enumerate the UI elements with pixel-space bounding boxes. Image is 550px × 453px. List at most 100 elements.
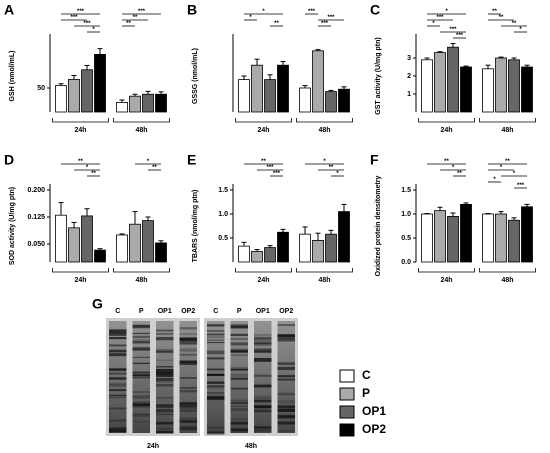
blot-band <box>254 398 272 401</box>
significance-label: ** <box>444 159 449 165</box>
blot-band <box>156 349 174 352</box>
blot-band <box>132 356 150 358</box>
blot-band <box>277 430 295 432</box>
blot-band <box>156 377 174 382</box>
bar <box>508 59 520 113</box>
blot-band <box>254 342 272 346</box>
blot-band <box>254 428 272 432</box>
blot-band <box>109 396 127 399</box>
blot-band <box>277 336 295 339</box>
bar <box>129 95 141 113</box>
significance-label: ** <box>152 165 157 171</box>
blot-band <box>254 395 272 399</box>
blot-band <box>179 409 197 413</box>
y-tick-label: 1.5 <box>401 187 411 194</box>
blot-band <box>179 337 197 340</box>
blot-band <box>207 431 225 435</box>
blot-band <box>179 419 197 422</box>
bar <box>94 249 106 263</box>
panel-letter: E <box>187 152 196 168</box>
blot-band <box>207 324 225 327</box>
x-tick-label: 48h <box>135 127 147 134</box>
blot-band <box>132 332 150 335</box>
y-tick-label: 2 <box>407 73 411 80</box>
bar <box>81 69 93 113</box>
significance-label: * <box>500 165 503 171</box>
bar <box>312 239 324 263</box>
blot-band <box>156 329 174 332</box>
blot-band <box>207 397 225 401</box>
blot-band <box>207 333 225 336</box>
blot-band <box>109 395 127 397</box>
blot-band <box>132 404 150 408</box>
y-axis-label: GSSG (nmol/mL) <box>192 48 199 104</box>
blot-band <box>207 351 225 355</box>
bar <box>264 79 276 113</box>
blot-band <box>207 385 225 388</box>
bar <box>81 215 93 263</box>
significance-label: ** <box>457 171 462 177</box>
significance-label: * <box>147 159 150 165</box>
blot-band <box>109 332 127 336</box>
blot-band <box>230 377 248 380</box>
blot-band <box>179 361 197 365</box>
legend-swatch <box>339 423 355 437</box>
blot-band <box>179 402 197 405</box>
significance-label: *** <box>308 9 316 15</box>
bar <box>142 220 154 263</box>
significance-label: * <box>86 165 89 171</box>
group-bracket <box>113 268 170 273</box>
blot-lane <box>109 321 127 433</box>
group-bracket <box>296 118 353 123</box>
blot-band <box>277 366 295 371</box>
significance-label: ** <box>91 171 96 177</box>
blot-band <box>179 350 197 352</box>
bar <box>142 93 154 113</box>
significance-label: ** <box>329 165 334 171</box>
blot-band <box>230 348 248 351</box>
blot-band <box>109 349 127 353</box>
legend-label: OP1 <box>362 404 386 418</box>
blot-band <box>207 333 225 336</box>
bar <box>116 102 128 113</box>
significance-label: * <box>493 177 496 183</box>
y-tick-label: 1.5 <box>218 187 228 194</box>
x-tick-label: 48h <box>318 277 330 284</box>
blot-band <box>109 383 127 385</box>
blot-band <box>179 353 197 356</box>
lane-label: OP1 <box>256 308 270 315</box>
blot-band <box>277 362 295 365</box>
group-bracket <box>479 268 536 273</box>
blot-band <box>277 408 295 411</box>
panel-letter: D <box>4 152 14 168</box>
blot-band <box>230 417 248 421</box>
bar <box>251 64 263 113</box>
blot-band <box>179 327 197 330</box>
bar <box>447 215 459 263</box>
blot-band <box>109 329 127 333</box>
blot-group-label: 24h <box>147 443 159 450</box>
x-tick-label: 24h <box>440 277 452 284</box>
bar <box>264 247 276 263</box>
blot-band <box>109 389 127 392</box>
blot-band <box>109 349 127 353</box>
bar <box>325 91 337 113</box>
bar <box>238 79 250 113</box>
blot-band <box>156 336 174 341</box>
legend-label: P <box>362 386 370 400</box>
x-tick-label: 24h <box>440 127 452 134</box>
blot-band <box>254 384 272 387</box>
blot-band <box>156 430 174 434</box>
blot-band <box>254 409 272 413</box>
blot-band <box>230 402 248 405</box>
bar <box>460 203 472 263</box>
blot-band <box>109 419 127 422</box>
blot-band <box>132 340 150 344</box>
bar <box>434 210 446 263</box>
x-tick-label: 48h <box>501 127 513 134</box>
blot-band <box>277 409 295 412</box>
y-tick-label: 1 <box>407 91 411 98</box>
bar <box>277 64 289 113</box>
blot-band <box>230 402 248 404</box>
blot-band <box>156 373 174 377</box>
